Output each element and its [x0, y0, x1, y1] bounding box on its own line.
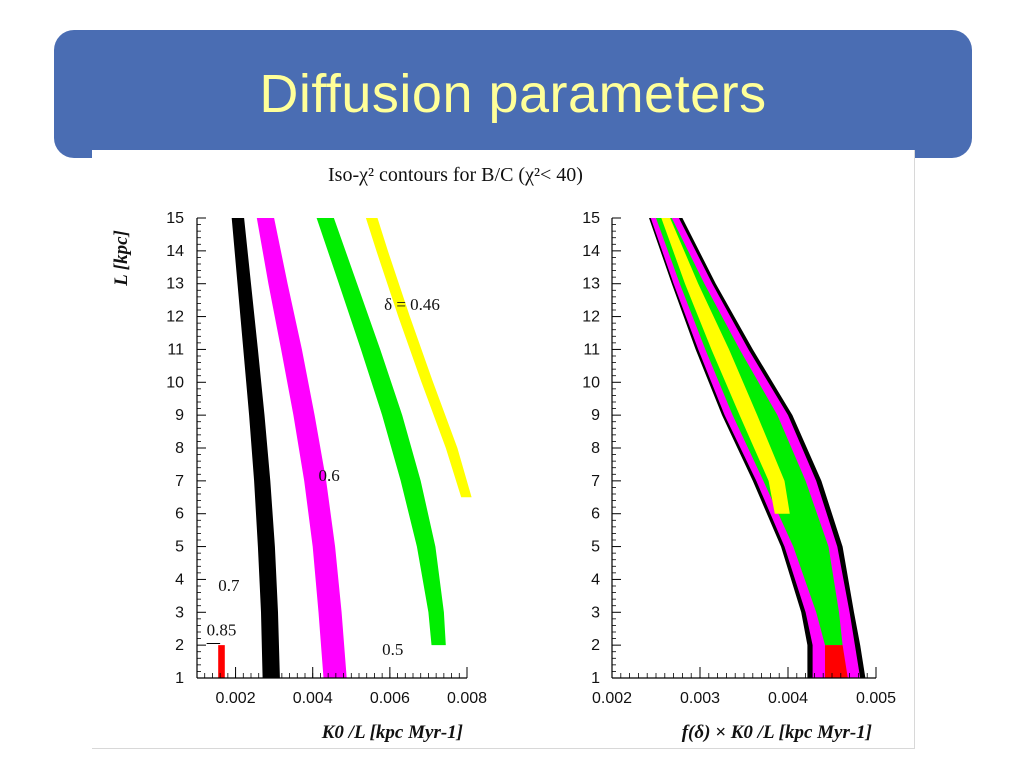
y-tick-label: 8 — [591, 440, 600, 457]
y-tick-label: 8 — [175, 440, 184, 457]
y-tick-label: 11 — [167, 341, 184, 358]
series-band-4 — [316, 218, 446, 646]
x-tick-label: 0.004 — [293, 690, 333, 707]
series-annotation: 0.5 — [382, 640, 403, 659]
y-tick-label: 7 — [591, 473, 600, 490]
series-band-4 — [661, 218, 790, 514]
y-tick-label: 3 — [591, 604, 600, 621]
y-tick-label: 1 — [175, 670, 184, 687]
y-tick-label: 15 — [582, 210, 600, 227]
y-tick-label: 9 — [591, 407, 600, 424]
series-band-5 — [825, 645, 848, 678]
y-tick-label: 6 — [591, 506, 600, 523]
series-annotation: 0.7 — [218, 576, 240, 595]
x-tick-label: 0.004 — [768, 690, 808, 707]
x-axis-label: f(δ) × K0 /L [kpc Myr-1] — [682, 722, 872, 743]
y-tick-label: 5 — [591, 539, 600, 556]
series-annotation: 0.85 — [207, 620, 237, 639]
series-annotation: δ = 0.46 — [384, 295, 440, 314]
y-tick-label: 13 — [166, 276, 184, 293]
x-tick-label: 0.003 — [680, 690, 720, 707]
y-tick-label: 12 — [166, 309, 184, 326]
figure-title: Iso-χ² contours for B/C (χ²< 40) — [328, 164, 583, 186]
y-tick-label: 2 — [591, 637, 600, 654]
y-tick-label: 4 — [175, 571, 184, 588]
y-tick-label: 6 — [175, 506, 184, 523]
x-tick-label: 0.002 — [216, 690, 256, 707]
series-band-2 — [231, 218, 280, 678]
x-tick-label: 0.006 — [370, 690, 410, 707]
y-tick-label: 7 — [175, 473, 184, 490]
series-band-1 — [218, 645, 225, 678]
y-tick-label: 15 — [166, 210, 184, 227]
x-axis-label: K0 /L [kpc Myr-1] — [321, 722, 463, 743]
x-tick-label: 0.002 — [592, 690, 632, 707]
y-axis-label: L [kpc] — [111, 230, 132, 287]
series-band-5 — [365, 218, 472, 498]
y-tick-label: 13 — [582, 276, 600, 293]
slide-title: Diffusion parameters — [259, 64, 767, 124]
y-tick-label: 11 — [583, 341, 600, 358]
y-tick-label: 2 — [175, 637, 184, 654]
series-annotation: 0.6 — [319, 466, 340, 485]
y-tick-label: 10 — [582, 374, 600, 391]
y-tick-label: 9 — [175, 407, 184, 424]
y-tick-label: 10 — [166, 374, 184, 391]
series-band-3 — [256, 218, 347, 678]
y-tick-label: 12 — [582, 309, 600, 326]
title-banner: Diffusion parameters — [54, 30, 972, 158]
y-tick-label: 14 — [582, 243, 600, 260]
x-tick-label: 0.005 — [856, 690, 896, 707]
x-tick-label: 0.008 — [447, 690, 487, 707]
y-tick-label: 14 — [166, 243, 184, 260]
y-tick-label: 4 — [591, 571, 600, 588]
y-tick-label: 5 — [175, 539, 184, 556]
y-tick-label: 3 — [175, 604, 184, 621]
y-tick-label: 1 — [591, 670, 600, 687]
